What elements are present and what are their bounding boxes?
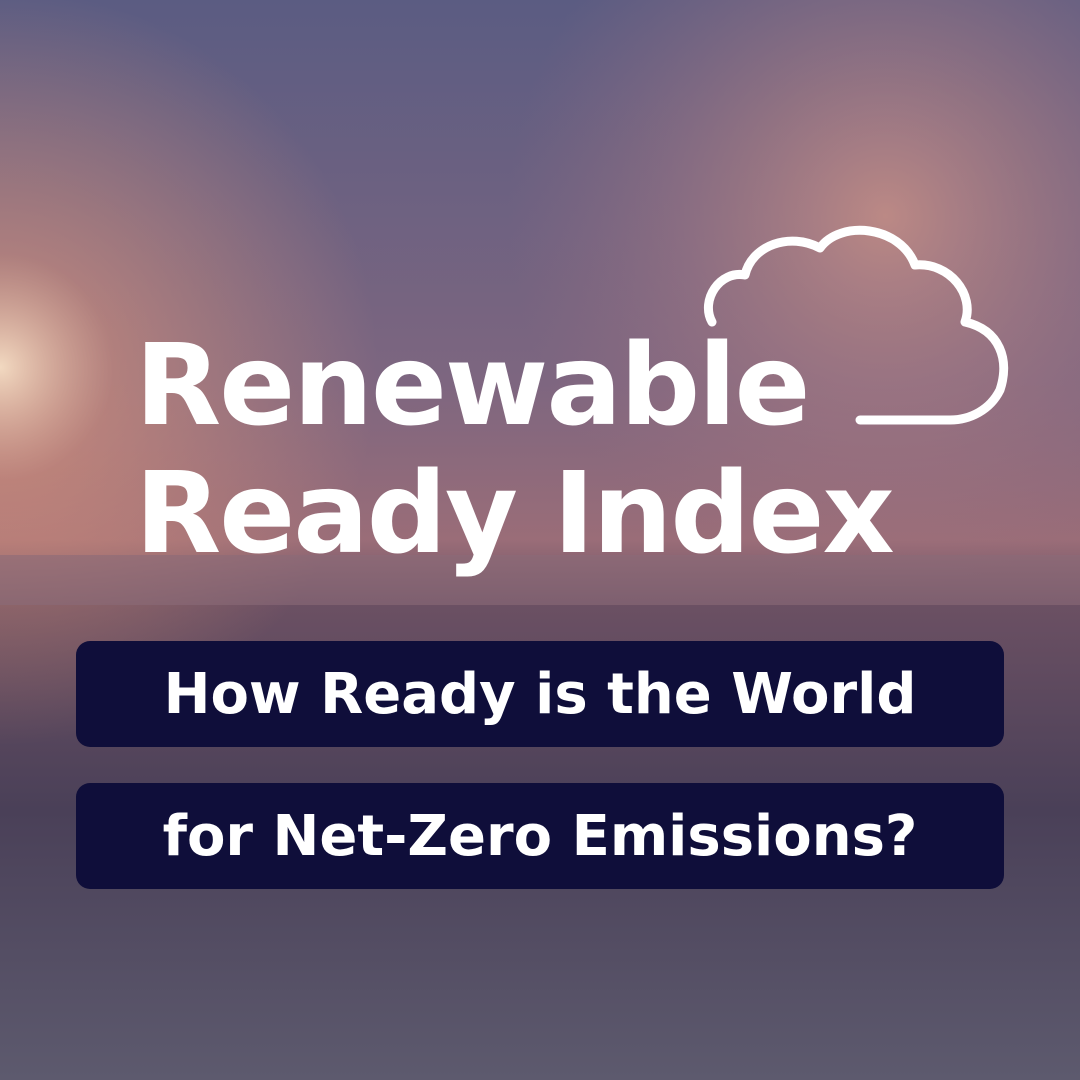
- title: Renewable: [135, 321, 810, 451]
- subtitle: How Ready is the World: [76, 641, 1004, 747]
- title: Ready Index: [135, 449, 895, 579]
- subtitle: for Net-Zero Emissions?: [76, 783, 1004, 889]
